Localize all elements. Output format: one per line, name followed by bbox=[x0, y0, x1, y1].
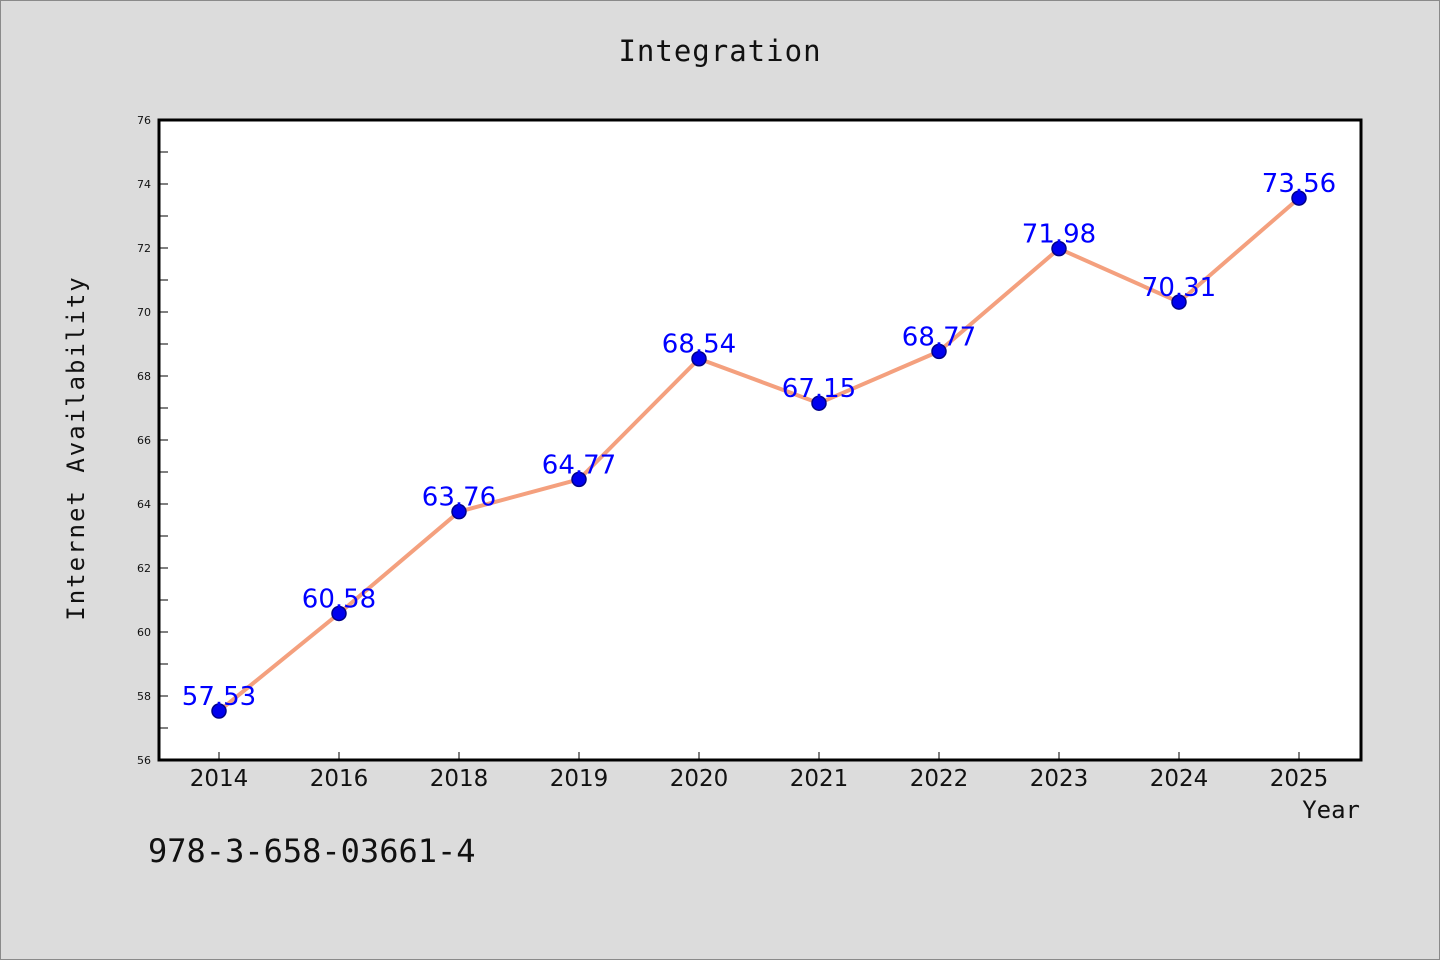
y-tick-label: 60 bbox=[137, 626, 151, 639]
data-label: 64.77 bbox=[542, 450, 616, 480]
data-point bbox=[1051, 240, 1067, 257]
data-label: 60.58 bbox=[302, 584, 376, 614]
data-label: 63.76 bbox=[422, 483, 496, 513]
x-tick-label: 2016 bbox=[310, 766, 369, 792]
data-point bbox=[451, 503, 467, 520]
x-tick-label: 2018 bbox=[430, 766, 489, 792]
x-tick-label: 2021 bbox=[790, 766, 849, 792]
data-label: 71.98 bbox=[1022, 220, 1096, 250]
data-point bbox=[571, 471, 587, 488]
data-label: 57.53 bbox=[182, 682, 256, 712]
data-point bbox=[931, 343, 947, 360]
chart-title: Integration bbox=[618, 34, 822, 68]
x-tick-label: 2024 bbox=[1150, 766, 1209, 792]
data-label: 68.54 bbox=[662, 330, 736, 360]
x-tick-label: 2022 bbox=[910, 766, 969, 792]
y-tick-label: 56 bbox=[137, 754, 151, 767]
data-label: 68.77 bbox=[902, 322, 976, 352]
data-point bbox=[811, 395, 827, 411]
y-tick-label: 66 bbox=[137, 434, 151, 447]
data-point bbox=[1291, 190, 1307, 206]
y-tick-label: 70 bbox=[137, 306, 151, 319]
data-point bbox=[331, 605, 347, 622]
data-label: 70.31 bbox=[1142, 273, 1216, 303]
x-axis-label: Year bbox=[1302, 796, 1360, 824]
isbn-annotation: 978-3-658-03661-4 bbox=[148, 832, 476, 870]
data-point bbox=[211, 703, 227, 719]
data-point bbox=[1171, 294, 1187, 310]
plot-area bbox=[159, 120, 1361, 760]
y-tick-label: 64 bbox=[137, 498, 151, 511]
data-label: 73.56 bbox=[1262, 169, 1336, 199]
x-tick-label: 2014 bbox=[190, 766, 249, 792]
y-tick-label: 58 bbox=[137, 690, 151, 703]
y-tick-label: 74 bbox=[137, 178, 151, 191]
y-tick-label: 76 bbox=[137, 114, 151, 127]
y-tick-label: 68 bbox=[137, 370, 151, 383]
plot-border bbox=[157, 118, 1363, 762]
y-tick-label: 62 bbox=[137, 562, 151, 575]
data-point bbox=[691, 350, 707, 367]
y-tick-label: 72 bbox=[137, 242, 151, 255]
x-tick-label: 2020 bbox=[670, 766, 729, 792]
data-label: 67.15 bbox=[782, 374, 856, 404]
series-line bbox=[217, 196, 1301, 714]
x-tick-label: 2019 bbox=[550, 766, 609, 792]
x-tick-label: 2023 bbox=[1030, 766, 1089, 792]
x-tick-label: 2025 bbox=[1270, 766, 1329, 792]
